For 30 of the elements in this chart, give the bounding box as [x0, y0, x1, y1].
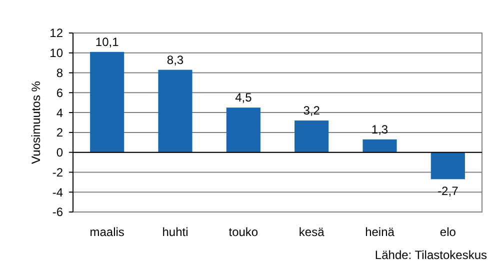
y-tick-label: 10: [50, 46, 64, 60]
y-tick-label: 8: [56, 66, 64, 80]
y-tick-label: 12: [50, 26, 64, 40]
data-label: -2,7: [438, 184, 459, 198]
y-tick-label: -4: [52, 185, 64, 200]
text: Lähde: Tilastokeskus: [374, 248, 487, 262]
y-tick-label: -2: [52, 165, 64, 180]
x-tick-label: kesä: [298, 225, 325, 239]
y-tick-label: 6: [56, 86, 64, 100]
data-label: 1,3: [371, 122, 388, 136]
x-tick-label: touko: [228, 225, 258, 239]
x-tick-label: elo: [440, 225, 456, 239]
y-tick-label: 2: [56, 126, 64, 140]
x-tick-label: huhti: [162, 225, 188, 239]
y-tick-label: 4: [56, 106, 64, 120]
data-label: 3,2: [303, 104, 320, 118]
y-tick-label: 0: [56, 146, 64, 160]
bar: [294, 120, 329, 152]
x-tick-label: maalis: [90, 225, 124, 239]
data-label: 8,3: [166, 52, 184, 67]
y-axis-title: Vuosimuutos %: [29, 80, 43, 164]
x-tick-label: heinä: [365, 225, 395, 239]
bar: [158, 70, 192, 152]
bar: [226, 108, 260, 152]
bar: [362, 139, 397, 152]
y-tick-label: -6: [52, 205, 64, 220]
bar: [430, 152, 465, 180]
bar: [90, 52, 124, 152]
data-label: 10,1: [95, 34, 120, 49]
data-label: 4,5: [235, 90, 252, 105]
